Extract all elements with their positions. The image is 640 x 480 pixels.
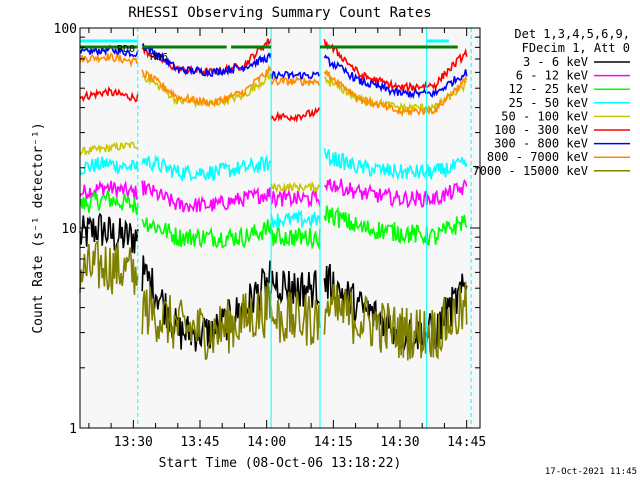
x-tick-label: 14:45 [447,435,486,450]
series-line-800-7000-keV-seg0 [79,52,139,68]
series-line-3-6-keV-seg0 [79,212,139,254]
legend-header: Det 1,3,4,5,6,9, FDecim 1, Att 0 [514,27,630,55]
series-line-100-300-keV-seg3 [323,39,468,94]
chart-title: RHESSI Observing Summary Count Rates [128,5,431,21]
flag-label-rd6: RD6 [150,52,168,63]
flag-label-rd0: RD0 [117,44,135,55]
series-line-12-25-keV-seg1 [141,217,272,249]
series-line-12-25-keV-seg2 [270,226,321,251]
series-line-300-800-keV-seg3 [323,54,468,100]
series-line-6-12-keV-seg0 [79,179,139,200]
series-line-6-12-keV-seg1 [141,180,272,213]
series-line-300-800-keV-seg0 [79,44,139,58]
series-line-25-50-keV-seg2 [270,209,321,230]
x-tick-label: 13:30 [114,435,153,450]
series-line-100-300-keV-seg0 [79,86,139,103]
legend-label: 6 - 12 keV [516,69,588,83]
x-tick-label: 14:15 [314,435,353,450]
x-tick-label: 14:30 [380,435,419,450]
x-tick-label: 14:00 [247,435,286,450]
series-line-25-50-keV-seg0 [79,156,139,176]
x-tick-label: 13:45 [180,435,219,450]
series-line-12-25-keV-seg3 [323,205,468,247]
legend-label: 3 - 6 keV [523,55,588,69]
series-line-25-50-keV-seg3 [323,148,468,181]
y-tick-label: 10 [61,222,77,237]
plot-area: RD0 RD6 1 10 100 13:30 13:45 14:00 14:15 14:30 14:… [54,22,487,450]
series-line-6-12-keV-seg3 [323,178,468,209]
legend-label: 50 - 100 keV [501,109,588,123]
legend-header-line-2: FDecim 1, Att 0 [522,41,630,55]
y-tick-label: 100 [54,22,77,37]
series-line-7000-15000-keV-seg0 [79,240,139,295]
legend-label: 800 - 7000 keV [487,150,588,164]
series-line-800-7000-keV-seg1 [141,64,272,108]
series-line-12-25-keV-seg0 [79,190,139,216]
legend-label: 300 - 800 keV [494,137,588,151]
series-line-50-100-keV-seg2 [270,180,321,194]
y-tick-label: 1 [69,422,77,437]
series-line-800-7000-keV-seg3 [323,70,468,118]
series-line-300-800-keV-seg1 [141,42,272,78]
series-line-100-300-keV-seg2 [270,106,321,124]
y-axis-label: Count Rate (s⁻¹ detector⁻¹) [31,122,46,333]
legend-label: 100 - 300 keV [494,123,588,137]
legend-label: 7000 - 15000 keV [472,164,588,178]
x-axis-label: Start Time (08-Oct-06 13:18:22) [159,456,402,471]
legend-label: 12 - 25 keV [509,82,588,96]
series-line-25-50-keV-seg1 [141,153,272,183]
legend-header-line-1: Det 1,3,4,5,6,9, [514,27,630,41]
legend-label: 25 - 50 keV [509,96,588,110]
footer-date: 17-Oct-2021 11:45 [545,467,637,477]
series-line-3-6-keV-seg2 [270,270,321,308]
series-line-300-800-keV-seg2 [270,70,321,81]
series-line-800-7000-keV-seg2 [270,75,321,87]
series-line-7000-15000-keV-seg3 [323,281,468,361]
series-line-7000-15000-keV-seg1 [141,281,272,361]
series-line-7000-15000-keV-seg2 [270,291,321,346]
series-line-6-12-keV-seg2 [270,187,321,209]
series-line-50-100-keV-seg0 [79,141,139,156]
